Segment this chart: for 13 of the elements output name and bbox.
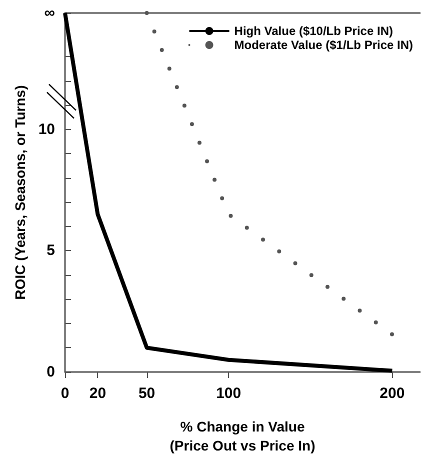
x-tick-label: 0	[60, 385, 70, 402]
y-axis-title: ROIC (Years, Seasons, or Turns)	[12, 85, 28, 300]
y-tick-label: 5	[46, 242, 55, 260]
legend-label: Moderate Value ($1/Lb Price IN)	[234, 38, 414, 52]
y-tick-label: 10	[38, 120, 55, 138]
x-tick-label: 100	[216, 385, 242, 402]
y-tick-label: 0	[46, 364, 55, 380]
x-axis-title: % Change in Value (Price Out vs Price In)	[170, 418, 316, 454]
x-tick-label: 50	[138, 385, 156, 402]
legend-label: High Value ($10/Lb Price IN)	[234, 24, 393, 38]
y-tick-label: ∞	[44, 4, 56, 22]
x-tick-label: 20	[89, 385, 106, 402]
x-tick-label: 200	[380, 385, 405, 402]
